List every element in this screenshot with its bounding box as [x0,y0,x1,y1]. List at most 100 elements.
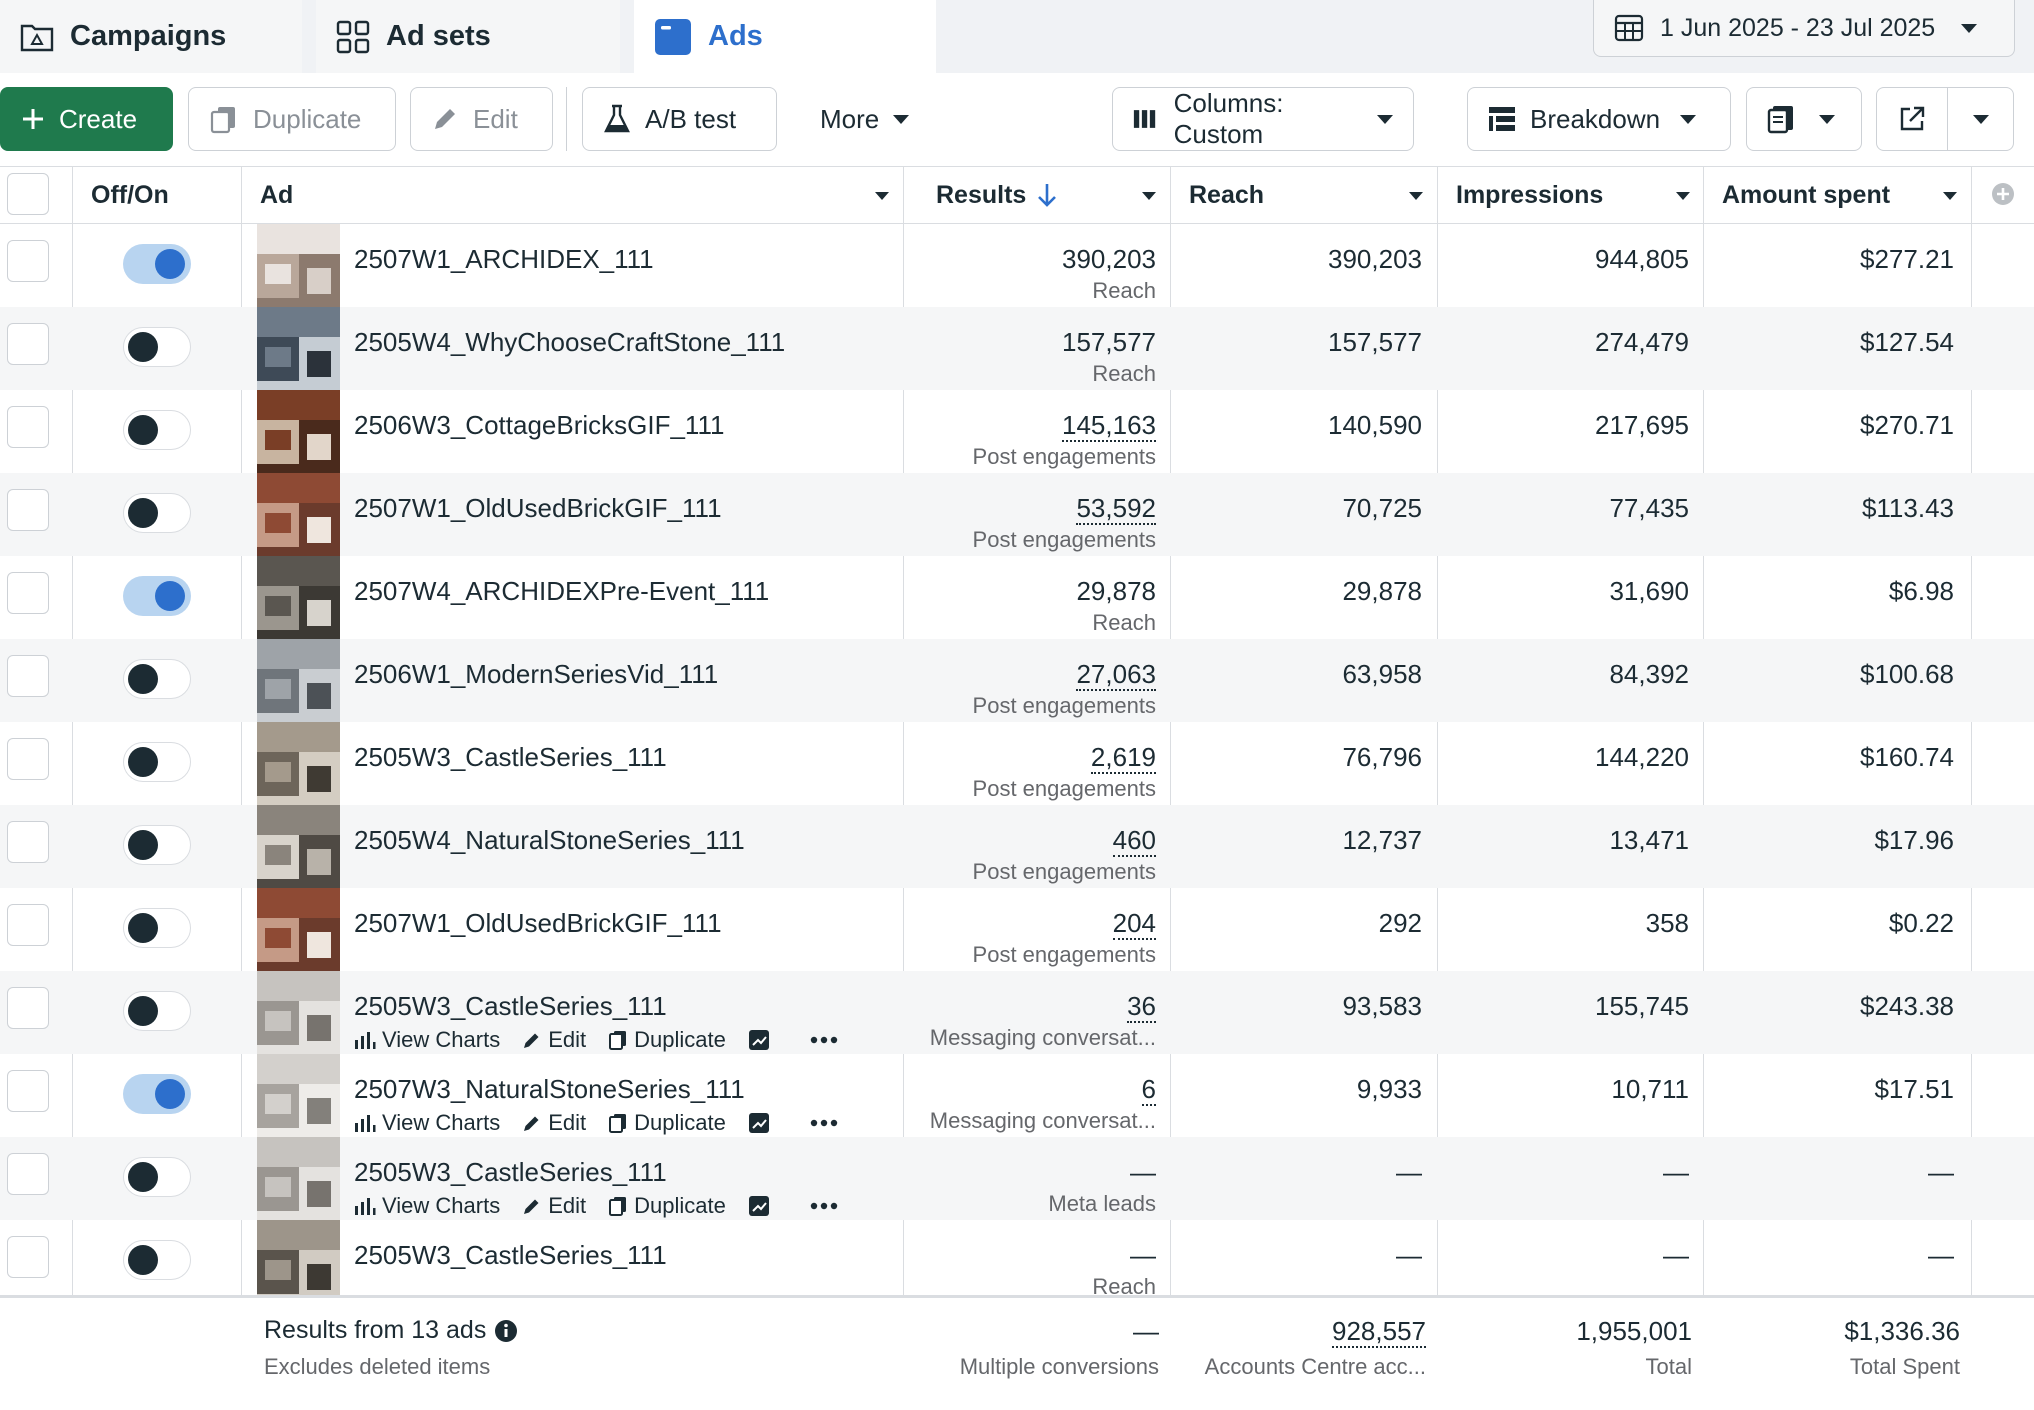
ad-thumbnail[interactable] [257,805,340,888]
more-actions-icon[interactable] [810,1202,838,1210]
delivery-toggle[interactable] [123,327,191,367]
row-checkbox[interactable] [7,655,49,697]
table-row[interactable]: 2505W3_CastleSeries_111 View Charts Edit Du… [0,1137,2034,1220]
edit-link[interactable]: Edit [522,1193,586,1219]
ad-thumbnail[interactable] [257,888,340,971]
view-charts-link[interactable]: View Charts [354,1193,500,1219]
table-row[interactable]: 2505W3_CastleSeries_111 2,619 Post engagem… [0,722,2034,805]
view-charts-link[interactable]: View Charts [354,1027,500,1053]
col-header-amount[interactable]: Amount spent [1704,167,1971,223]
delivery-toggle[interactable] [123,1240,191,1280]
ad-thumbnail[interactable] [257,722,340,805]
row-checkbox[interactable] [7,987,49,1029]
table-row[interactable]: 2507W1_OldUsedBrickGIF_111 53,592 Post eng… [0,473,2034,556]
result-value[interactable]: 204 [1112,908,1156,940]
ad-name[interactable]: 2507W1_ARCHIDEX_111 [354,244,654,274]
row-checkbox[interactable] [7,323,49,365]
duplicate-link[interactable]: Duplicate [608,1027,726,1053]
delivery-toggle[interactable] [123,1074,191,1114]
view-charts-link[interactable]: View Charts [354,1110,500,1136]
ad-thumbnail[interactable] [257,224,340,307]
ad-name[interactable]: 2507W1_OldUsedBrickGIF_111 [354,493,722,523]
row-checkbox[interactable] [7,572,49,614]
ad-thumbnail[interactable] [257,971,340,1054]
edit-link[interactable]: Edit [522,1110,586,1136]
delivery-toggle[interactable] [123,742,191,782]
ad-name[interactable]: 2505W3_CastleSeries_111 [354,1157,667,1187]
delivery-toggle[interactable] [123,244,191,284]
create-button[interactable]: Create [0,87,173,151]
ab-test-button[interactable]: A/B test [582,87,777,151]
result-value[interactable]: 2,619 [1090,742,1156,774]
delivery-toggle[interactable] [123,493,191,533]
ad-name[interactable]: 2505W4_WhyChooseCraftStone_111 [354,327,786,357]
ad-thumbnail[interactable] [257,473,340,556]
more-button[interactable]: More [800,87,950,151]
ad-thumbnail[interactable] [257,1137,340,1220]
col-header-results[interactable]: Results [904,167,1170,223]
result-value[interactable]: 6 [1141,1074,1156,1106]
delivery-toggle[interactable] [123,659,191,699]
row-checkbox[interactable] [7,489,49,531]
duplicate-link[interactable]: Duplicate [608,1110,726,1136]
insights-trend-link[interactable] [748,1029,770,1051]
ad-name[interactable]: 2507W3_NaturalStoneSeries_111 [354,1074,745,1104]
result-value[interactable]: 460 [1112,825,1156,857]
duplicate-button[interactable]: Duplicate [188,87,396,151]
date-range-picker[interactable]: 1 Jun 2025 - 23 Jul 2025 [1593,0,2015,57]
ad-name[interactable]: 2507W4_ARCHIDEXPre-Event_111 [354,576,770,606]
table-row[interactable]: 2506W3_CottageBricksGIF_111 145,163 Post e… [0,390,2034,473]
row-checkbox[interactable] [7,406,49,448]
ad-thumbnail[interactable] [257,307,340,390]
table-row[interactable]: 2507W3_NaturalStoneSeries_111 View Charts… [0,1054,2034,1137]
ad-thumbnail[interactable] [257,1220,340,1303]
ad-thumbnail[interactable] [257,556,340,639]
delivery-toggle[interactable] [123,908,191,948]
col-header-impressions[interactable]: Impressions [1438,167,1704,223]
delivery-toggle[interactable] [123,825,191,865]
delivery-toggle[interactable] [123,991,191,1031]
row-checkbox[interactable] [7,240,49,282]
table-row[interactable]: 2507W4_ARCHIDEXPre-Event_111 29,878 Reach 2… [0,556,2034,639]
table-row[interactable]: 2507W1_OldUsedBrickGIF_111 204 Post engage… [0,888,2034,971]
ad-thumbnail[interactable] [257,390,340,473]
ad-name[interactable]: 2507W1_OldUsedBrickGIF_111 [354,908,722,938]
duplicate-link[interactable]: Duplicate [608,1193,726,1219]
result-value[interactable]: 145,163 [1062,410,1156,442]
columns-button[interactable]: Columns: Custom [1112,87,1414,151]
edit-button[interactable]: Edit [410,87,553,151]
summary-reach[interactable]: 928,557 [1332,1316,1426,1348]
delivery-toggle[interactable] [123,410,191,450]
row-checkbox[interactable] [7,1153,49,1195]
ad-thumbnail[interactable] [257,639,340,722]
ad-name[interactable]: 2506W3_CottageBricksGIF_111 [354,410,725,440]
ad-name[interactable]: 2505W3_CastleSeries_111 [354,742,667,772]
info-icon[interactable] [494,1319,518,1343]
result-value[interactable]: 53,592 [1076,493,1156,525]
reports-button[interactable] [1746,87,1862,151]
table-row[interactable]: 2507W1_ARCHIDEX_111 390,203 Reach 390,203 94… [0,224,2034,307]
tab-ads[interactable]: Ads [634,0,936,73]
insights-trend-link[interactable] [748,1112,770,1134]
ad-name[interactable]: 2506W1_ModernSeriesVid_111 [354,659,719,689]
ad-thumbnail[interactable] [257,1054,340,1137]
select-all-checkbox[interactable] [7,173,49,215]
table-row[interactable]: 2505W4_NaturalStoneSeries_111 460 Post eng… [0,805,2034,888]
tab-adsets[interactable]: Ad sets [316,0,620,73]
insights-trend-link[interactable] [748,1195,770,1217]
row-checkbox[interactable] [7,1070,49,1112]
col-header-reach[interactable]: Reach [1171,167,1437,223]
result-value[interactable]: 27,063 [1076,659,1156,691]
row-checkbox[interactable] [7,1236,49,1278]
row-checkbox[interactable] [7,904,49,946]
breakdown-button[interactable]: Breakdown [1467,87,1731,151]
delivery-toggle[interactable] [123,1157,191,1197]
ad-name[interactable]: 2505W4_NaturalStoneSeries_111 [354,825,745,855]
col-header-ad[interactable]: Ad [242,167,903,223]
edit-link[interactable]: Edit [522,1027,586,1053]
table-row[interactable]: 2505W3_CastleSeries_111 — Reach — — — [0,1220,2034,1303]
more-actions-icon[interactable] [810,1036,838,1044]
row-checkbox[interactable] [7,738,49,780]
tab-campaigns[interactable]: Campaigns [0,0,302,73]
table-row[interactable]: 2505W3_CastleSeries_111 View Charts Edit Du… [0,971,2034,1054]
